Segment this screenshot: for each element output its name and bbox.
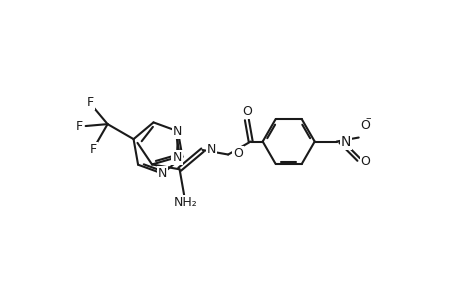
Text: NH₂: NH₂ [174,196,197,209]
Text: N: N [173,125,182,138]
Text: O: O [360,119,370,132]
Text: O: O [241,105,251,119]
Text: F: F [90,143,97,156]
Text: N: N [157,167,167,180]
Text: F: F [87,96,94,109]
Text: –: – [365,113,371,124]
Text: F: F [76,119,83,133]
Text: N: N [340,134,350,148]
Text: O: O [233,147,242,160]
Text: O: O [360,155,370,168]
Text: N: N [206,142,215,155]
Text: N: N [172,151,181,164]
